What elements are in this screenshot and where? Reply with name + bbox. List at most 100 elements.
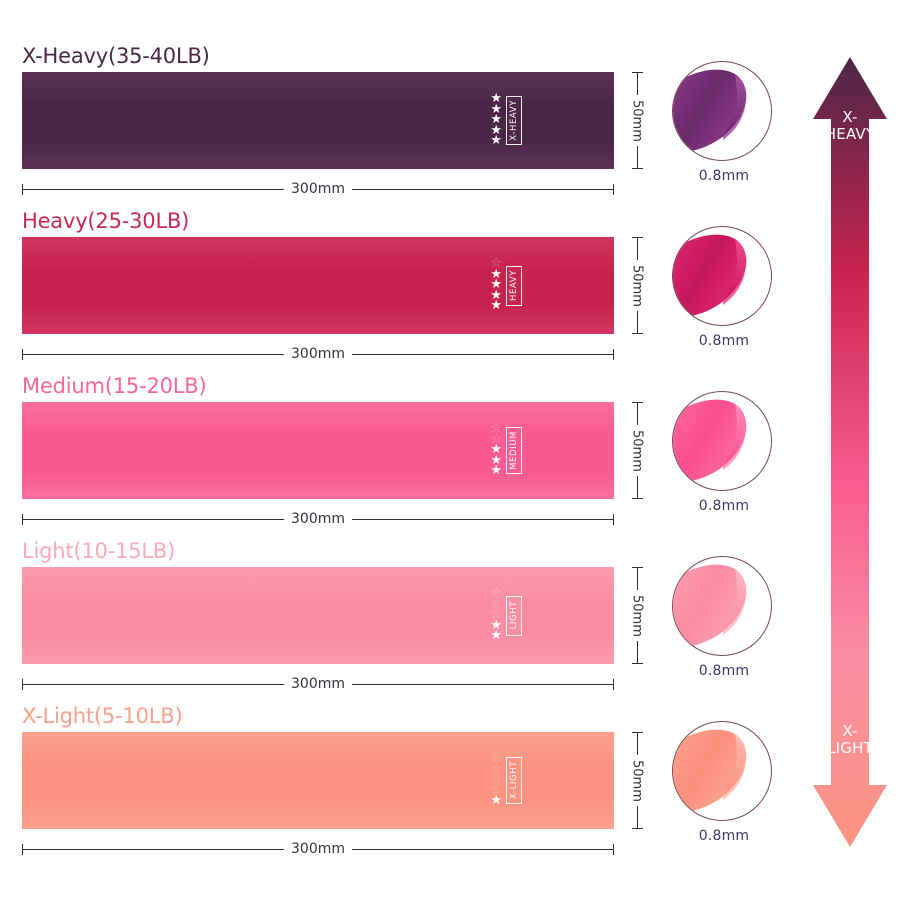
height-dimension-label: 50mm — [629, 759, 645, 802]
thickness-inset-circle — [672, 391, 772, 491]
thickness-inset-circle — [672, 556, 772, 656]
dimension-line-bottom — [636, 806, 638, 828]
band-tag-box: X-HEAVY — [506, 96, 522, 145]
dimension-cap-top — [631, 72, 643, 73]
band-star-rating: ☆ ☆ ☆ ☆ ★ — [490, 752, 502, 807]
dimension-line-top — [636, 568, 638, 590]
thickness-inset-circle — [672, 226, 772, 326]
dimension-cap-left — [22, 678, 23, 690]
band-mark: X-LIGHT ☆ ☆ ☆ ☆ ★ — [490, 745, 522, 817]
width-dimension: 300mm — [22, 511, 614, 527]
arrow-shape — [813, 57, 887, 847]
star-filled-icon: ★ — [490, 101, 502, 117]
dimension-line-top — [636, 403, 638, 425]
height-dimension-label: 50mm — [629, 264, 645, 307]
dimension-line-bottom — [636, 311, 638, 333]
height-dimension-label: 50mm — [629, 594, 645, 637]
band-fold-illustration — [673, 69, 747, 153]
width-dimension: 300mm — [22, 841, 614, 857]
star-empty-icon: ☆ — [490, 761, 502, 777]
band-tag-text: X-LIGHT — [509, 761, 519, 800]
height-dimension: 50mm — [622, 732, 652, 829]
star-empty-icon: ☆ — [490, 772, 502, 788]
height-dimension: 50mm — [622, 402, 652, 499]
band-strip: HEAVY ☆ ★ ★ ★ ★ — [22, 237, 614, 334]
band-tag-text: HEAVY — [509, 269, 519, 302]
star-filled-icon: ★ — [490, 122, 502, 138]
band-strip: LIGHT ☆ ☆ ☆ ★ ★ — [22, 567, 614, 664]
band-title: X-Light(5-10LB) — [22, 704, 183, 728]
thickness-inset-circle — [672, 721, 772, 821]
thickness-inset: 0.8mm — [672, 391, 776, 514]
band-strip: X-HEAVY ★ ★ ★ ★ ★ — [22, 72, 614, 169]
thickness-inset-circle — [672, 61, 772, 161]
band-strip: MEDIUM ☆ ☆ ★ ★ ★ — [22, 402, 614, 499]
dimension-line-left — [23, 518, 284, 520]
dimension-cap-left — [22, 513, 23, 525]
dimension-cap-right — [613, 348, 614, 360]
star-filled-icon: ★ — [490, 463, 502, 479]
band-title: Heavy(25-30LB) — [22, 209, 190, 233]
dimension-line-right — [352, 683, 613, 685]
height-dimension-label: 50mm — [629, 429, 645, 472]
dimension-cap-right — [613, 513, 614, 525]
star-filled-icon: ★ — [490, 266, 502, 282]
thickness-label: 0.8mm — [698, 168, 750, 184]
band-tag-box: HEAVY — [506, 265, 522, 306]
star-filled-icon: ★ — [490, 298, 502, 314]
dimension-cap-bottom — [631, 663, 643, 664]
arrow-bottom-label-line2: LIGHT — [827, 739, 873, 757]
band-mark: MEDIUM ☆ ☆ ★ ★ ★ — [490, 415, 522, 487]
dimension-line-bottom — [636, 146, 638, 168]
star-filled-icon: ★ — [490, 133, 502, 149]
height-dimension-label: 50mm — [629, 99, 645, 142]
dimension-cap-left — [22, 348, 23, 360]
star-filled-icon: ★ — [490, 277, 502, 293]
thickness-inset: 0.8mm — [672, 226, 776, 349]
star-filled-icon: ★ — [490, 628, 502, 644]
width-dimension: 300mm — [22, 346, 614, 362]
band-fold-illustration — [673, 234, 747, 318]
band-strip: X-LIGHT ☆ ☆ ☆ ☆ ★ — [22, 732, 614, 829]
dimension-line-top — [636, 733, 638, 755]
band-tag-box: LIGHT — [506, 595, 522, 636]
dimension-cap-top — [631, 567, 643, 568]
dimension-cap-bottom — [631, 333, 643, 334]
dimension-line-right — [352, 353, 613, 355]
band-fold-illustration — [673, 399, 747, 483]
band-star-rating: ★ ★ ★ ★ ★ — [490, 92, 502, 149]
dimension-line-left — [23, 353, 284, 355]
dimension-line-right — [352, 518, 613, 520]
star-filled-icon: ★ — [490, 617, 502, 633]
arrow-bottom-label: X- LIGHT — [813, 723, 887, 757]
band-star-rating: ☆ ☆ ★ ★ ★ — [490, 420, 502, 479]
star-filled-icon: ★ — [490, 287, 502, 303]
star-filled-icon: ★ — [490, 112, 502, 128]
width-dimension-label: 300mm — [291, 181, 345, 197]
band-fold-illustration — [673, 564, 747, 648]
star-empty-icon: ☆ — [490, 607, 502, 623]
height-dimension: 50mm — [622, 237, 652, 334]
dimension-cap-bottom — [631, 168, 643, 169]
dimension-cap-right — [613, 843, 614, 855]
star-empty-icon: ☆ — [490, 596, 502, 612]
arrow-top-label: X- HEAVY — [813, 109, 887, 143]
width-dimension-label: 300mm — [291, 511, 345, 527]
height-dimension: 50mm — [622, 567, 652, 664]
dimension-cap-top — [631, 237, 643, 238]
star-empty-icon: ☆ — [490, 420, 502, 436]
thickness-inset: 0.8mm — [672, 721, 776, 844]
dimension-line-bottom — [636, 641, 638, 663]
band-star-rating: ☆ ☆ ☆ ★ ★ — [490, 587, 502, 644]
band-tag-box: X-LIGHT — [506, 757, 522, 804]
band-tag-text: LIGHT — [509, 601, 519, 630]
band-fold-illustration — [673, 729, 747, 813]
band-star-rating: ☆ ★ ★ ★ ★ — [490, 257, 502, 314]
dimension-line-top — [636, 238, 638, 260]
thickness-label: 0.8mm — [698, 333, 750, 349]
band-title: Medium(15-20LB) — [22, 374, 207, 398]
dimension-cap-left — [22, 843, 23, 855]
resistance-scale-arrow: X- HEAVY X- LIGHT — [813, 57, 887, 847]
arrow-top-label-line1: X- — [842, 108, 858, 126]
width-dimension: 300mm — [22, 676, 614, 692]
